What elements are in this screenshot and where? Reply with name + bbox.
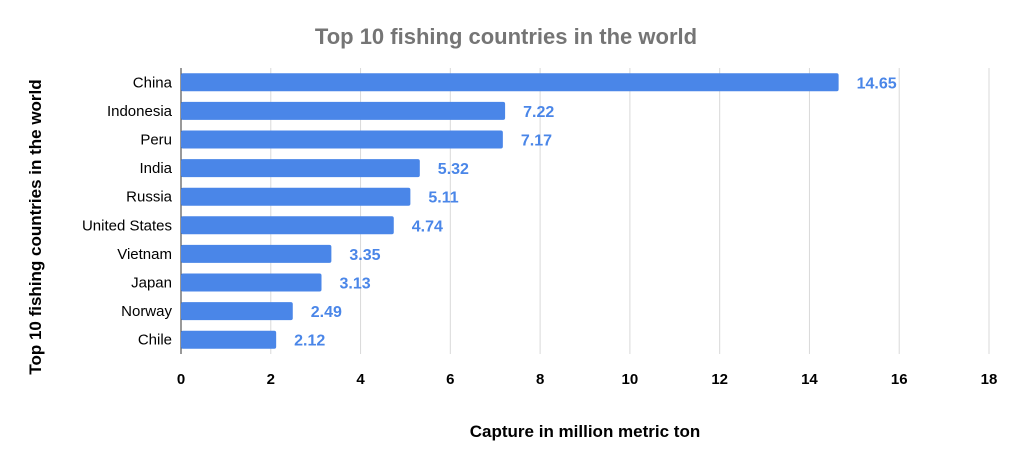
bar (181, 330, 277, 349)
x-tick-label: 0 (177, 371, 185, 388)
category-label: Norway (121, 303, 172, 320)
data-label: 5.32 (438, 161, 469, 178)
x-tick-label: 10 (622, 371, 639, 388)
bar (181, 273, 322, 292)
category-label: Chile (138, 332, 172, 349)
bar (181, 130, 503, 149)
category-label: Russia (126, 189, 173, 206)
category-label: India (139, 160, 172, 177)
data-label: 3.35 (349, 247, 380, 264)
x-tick-label: 18 (981, 371, 998, 388)
x-axis-title: Capture in million metric ton (470, 422, 700, 441)
category-label: Indonesia (107, 103, 173, 120)
x-tick-label: 4 (356, 371, 365, 388)
data-label: 2.12 (294, 333, 325, 350)
x-tick-label: 6 (446, 371, 454, 388)
x-tick-label: 12 (711, 371, 728, 388)
bar (181, 101, 506, 120)
category-label: United States (82, 217, 172, 234)
data-label: 2.49 (311, 304, 342, 321)
data-label: 7.17 (521, 133, 552, 150)
bar (181, 187, 411, 206)
data-label: 4.74 (412, 218, 443, 235)
category-label: Vietnam (117, 246, 172, 263)
x-tick-label: 16 (891, 371, 908, 388)
data-label: 7.22 (523, 104, 554, 121)
category-label: Peru (140, 132, 172, 149)
data-label: 3.13 (340, 276, 371, 293)
x-tick-label: 14 (801, 371, 818, 388)
bar (181, 159, 420, 178)
x-tick-labels: 0 2 4 6 8 10 12 14 16 18 (177, 371, 998, 388)
data-labels: 14.65 7.22 7.17 5.32 5.11 4.74 3.35 3.13 2.49 2.1… (294, 75, 897, 349)
data-label: 14.65 (857, 75, 897, 92)
bar (181, 302, 293, 321)
bar (181, 216, 394, 235)
bars (181, 73, 839, 349)
bar (181, 73, 839, 92)
x-tick-label: 2 (267, 371, 275, 388)
category-label: China (133, 74, 173, 91)
data-label: 5.11 (428, 190, 458, 207)
x-tick-label: 8 (536, 371, 544, 388)
y-axis-title: Top 10 fishing countries in the world (26, 79, 45, 374)
bar (181, 244, 332, 263)
category-label: Japan (131, 275, 172, 292)
chart-title: Top 10 fishing countries in the world (315, 24, 697, 49)
category-labels: China Indonesia Peru India Russia United Stat… (82, 74, 173, 348)
